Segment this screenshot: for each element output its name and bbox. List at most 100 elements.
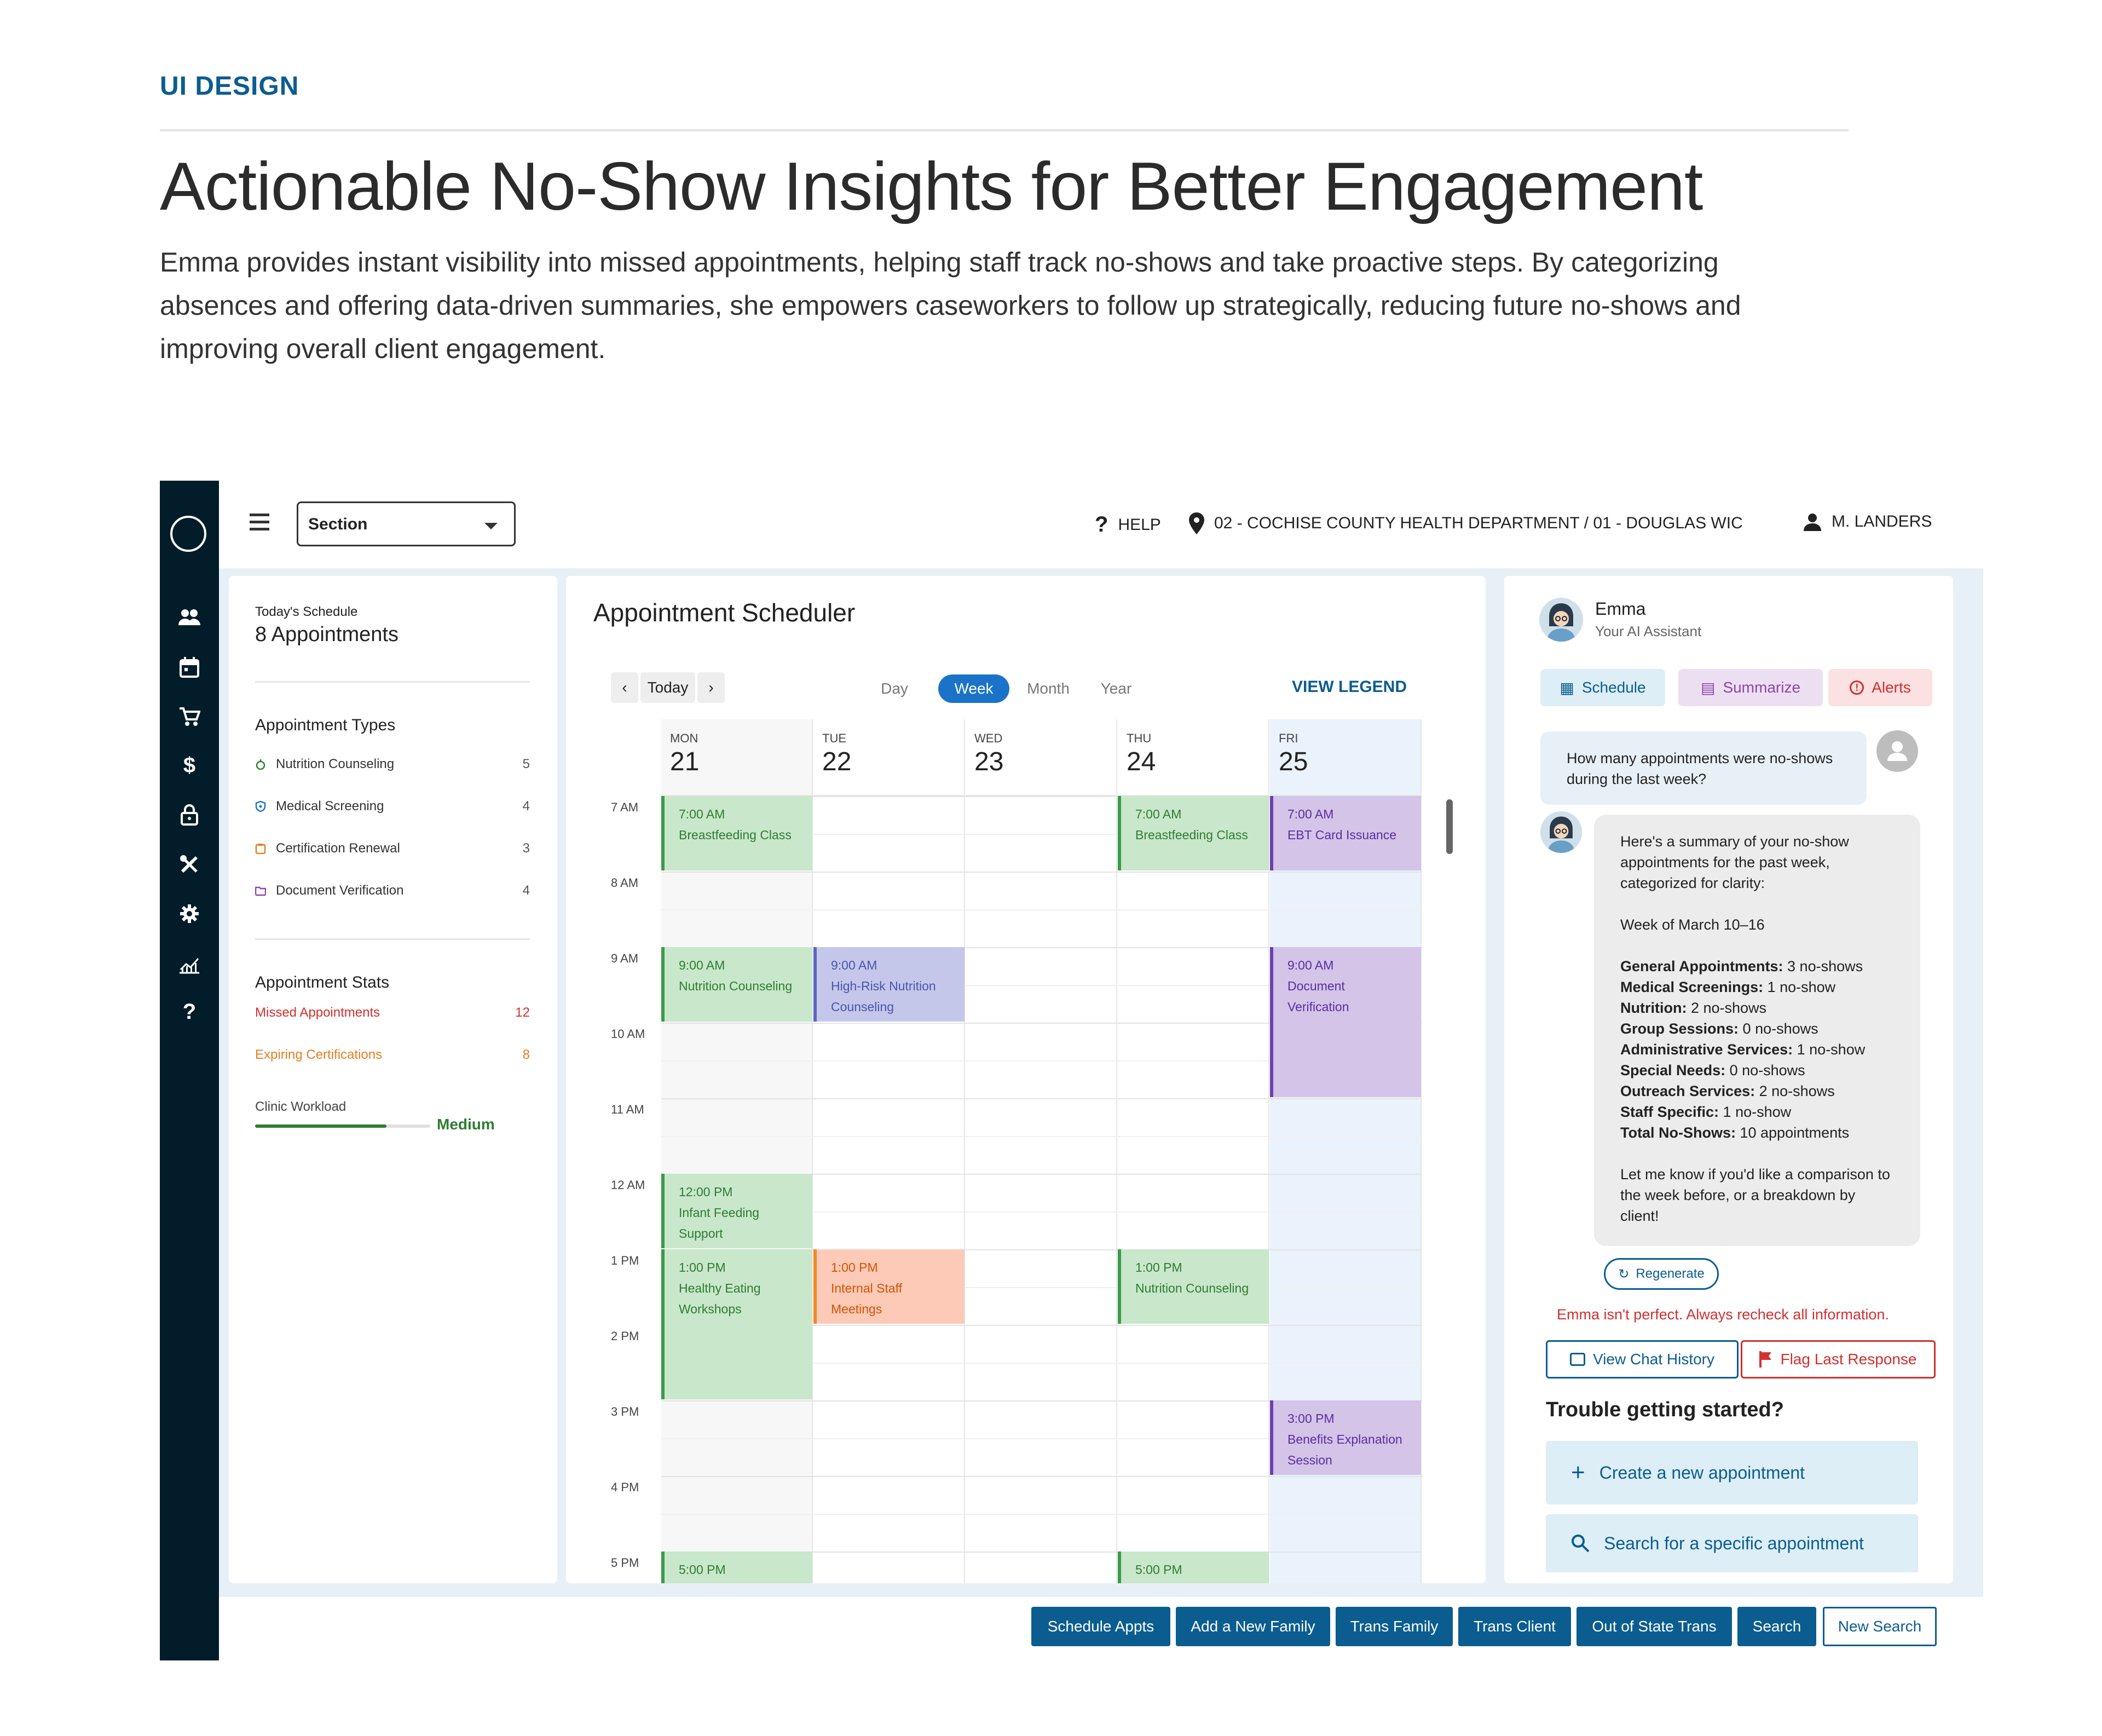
appointment-event[interactable]: 7:00 AM Breastfeeding Class [661, 796, 812, 870]
out-of-state-trans-button[interactable]: Out of State Trans [1576, 1607, 1732, 1646]
trans-family-button[interactable]: Trans Family [1336, 1607, 1453, 1646]
appointment-event[interactable]: 12:00 PM Infant Feeding Support [661, 1174, 812, 1248]
workload-bar [255, 1124, 430, 1128]
event-time: 7:00 AM [1135, 807, 1182, 821]
day-number: 23 [974, 747, 1004, 776]
event-title: Benefits Explanation Session [1287, 1432, 1402, 1467]
expiring-certifications-row[interactable]: Expiring Certifications 8 [255, 1047, 530, 1063]
gear-icon[interactable] [160, 903, 219, 930]
location-selector[interactable]: 02 - COCHISE COUNTY HEALTH DEPARTMENT / … [1189, 512, 1743, 534]
appointment-event[interactable]: 1:00 PM Internal Staff Meetings [813, 1249, 965, 1324]
tab-year[interactable]: Year [1100, 680, 1132, 697]
half-hour-line [661, 1212, 1422, 1213]
time-label: 9 AM [611, 951, 639, 965]
day-header[interactable]: TUE 22 [813, 719, 964, 796]
users-icon[interactable] [160, 608, 219, 633]
day-header[interactable]: FRI 25 [1270, 719, 1420, 796]
time-label: 1 PM [611, 1254, 639, 1267]
create-appointment-action[interactable]: + Create a new appointment [1546, 1441, 1918, 1504]
type-row-medical[interactable]: Medical Screening 4 [255, 799, 530, 814]
menu-icon[interactable] [250, 514, 269, 531]
missed-appointments-row[interactable]: Missed Appointments 12 [255, 1005, 530, 1020]
expiring-count: 8 [522, 1047, 530, 1062]
appointment-event[interactable]: 7:00 AM Breastfeeding Class [1118, 796, 1269, 870]
appointment-event[interactable]: 1:00 PM Nutrition Counseling [1118, 1249, 1269, 1324]
day-column: TUE 22 [813, 719, 965, 1583]
missed-label: Missed Appointments [255, 1005, 380, 1020]
help-icon[interactable]: ? [182, 1000, 197, 1024]
analytics-icon[interactable] [160, 955, 219, 979]
appointment-event[interactable]: 3:00 PM Benefits Explanation Session [1270, 1400, 1421, 1475]
chevron-right-icon[interactable]: › [697, 672, 725, 703]
reply-item-value: 1 no-show [1763, 979, 1836, 995]
day-number: 22 [822, 747, 852, 776]
search-appointment-label: Search for a specific appointment [1604, 1533, 1864, 1553]
appointment-event[interactable]: 9:00 AM Nutrition Counseling [661, 947, 812, 1022]
workload-value: Medium [437, 1116, 495, 1133]
day-header[interactable]: MON 21 [661, 719, 812, 796]
half-hour-line [661, 1438, 1422, 1439]
regenerate-button[interactable]: ↻ Regenerate [1604, 1258, 1719, 1290]
type-label: Medical Screening [276, 799, 384, 814]
view-legend-link[interactable]: VIEW LEGEND [1292, 678, 1407, 696]
day-of-week: TUE [822, 731, 846, 745]
assistant-avatar [1539, 598, 1583, 642]
reply-item-label: Medical Screenings: [1620, 979, 1764, 995]
view-chat-history-button[interactable]: View Chat History [1546, 1340, 1739, 1379]
schedule-appts-button[interactable]: Schedule Appts [1031, 1607, 1170, 1646]
appointment-event[interactable]: 9:00 AM High-Risk Nutrition Counseling [813, 947, 965, 1022]
day-header[interactable]: WED 23 [966, 719, 1116, 796]
type-row-nutrition[interactable]: Nutrition Counseling 5 [255, 757, 530, 772]
hour-line [661, 1098, 1422, 1099]
section-select[interactable]: Section [297, 501, 516, 546]
event-time: 9:00 AM [679, 958, 725, 972]
day-number: 21 [670, 747, 700, 776]
reply-item-value: 0 no-shows [1739, 1020, 1818, 1037]
appointment-event[interactable]: 7:00 AM EBT Card Issuance [1270, 796, 1421, 870]
reply-item-value: 1 no-show [1719, 1104, 1792, 1120]
reply-breakdown-item: Special Needs: 0 no-shows [1620, 1060, 1894, 1081]
new-search-button[interactable]: New Search [1823, 1607, 1937, 1646]
appointment-stats-title: Appointment Stats [255, 973, 390, 991]
trans-client-button[interactable]: Trans Client [1458, 1607, 1571, 1646]
search-appointment-action[interactable]: Search for a specific appointment [1546, 1514, 1918, 1572]
calendar-icon[interactable] [160, 657, 219, 683]
divider [219, 1595, 1983, 1597]
cart-icon[interactable] [160, 706, 219, 733]
tab-month[interactable]: Month [1027, 680, 1070, 697]
hour-line [661, 1476, 1422, 1477]
flag-last-response-button[interactable]: Flag Last Response [1741, 1340, 1936, 1379]
type-row-document[interactable]: Document Verification 4 [255, 883, 530, 898]
appointment-event[interactable]: 5:00 PM Infant Feeding Support [661, 1552, 812, 1583]
dollar-icon[interactable]: $ [183, 753, 196, 777]
day-header[interactable]: THU 24 [1118, 719, 1268, 796]
shield-icon [255, 801, 266, 812]
tools-icon[interactable] [160, 854, 219, 880]
user-menu[interactable]: M. LANDERS [1803, 512, 1932, 531]
add-new-family-button[interactable]: Add a New Family [1176, 1607, 1330, 1646]
appointment-event[interactable]: 5:00 PM Infant Feeding Support [1118, 1552, 1269, 1583]
assistant-panel: Emma Your AI Assistant ▦ Schedule ▤ Summ… [1504, 576, 1953, 1583]
day-of-week: FRI [1279, 731, 1298, 745]
appointment-event[interactable]: 1:00 PM Healthy Eating Workshops [661, 1249, 812, 1399]
alerts-chip[interactable]: ! Alerts [1828, 669, 1932, 706]
folder-icon [255, 886, 266, 896]
type-row-certification[interactable]: Certification Renewal 3 [255, 841, 530, 856]
grid-scrollbar[interactable] [1446, 799, 1453, 854]
tab-week[interactable]: Week [938, 674, 1009, 703]
help-link[interactable]: ? HELP [1095, 512, 1161, 537]
flag-label: Flag Last Response [1780, 1351, 1917, 1368]
half-hour-line [661, 1287, 1422, 1288]
schedule-chip[interactable]: ▦ Schedule [1540, 669, 1665, 706]
type-count: 3 [522, 841, 530, 856]
appointment-event[interactable]: 9:00 AM Document Verification [1270, 947, 1421, 1097]
chevron-left-icon[interactable]: ‹ [611, 672, 638, 703]
help-label: HELP [1118, 515, 1161, 534]
tab-day[interactable]: Day [881, 680, 908, 697]
summarize-chip[interactable]: ▤ Summarize [1678, 669, 1823, 706]
reply-breakdown-item: Total No-Shows: 10 appointments [1620, 1122, 1894, 1143]
search-button[interactable]: Search [1737, 1607, 1816, 1646]
lock-icon[interactable] [160, 804, 219, 831]
type-label: Nutrition Counseling [276, 757, 395, 771]
today-button[interactable]: Today [640, 672, 695, 703]
